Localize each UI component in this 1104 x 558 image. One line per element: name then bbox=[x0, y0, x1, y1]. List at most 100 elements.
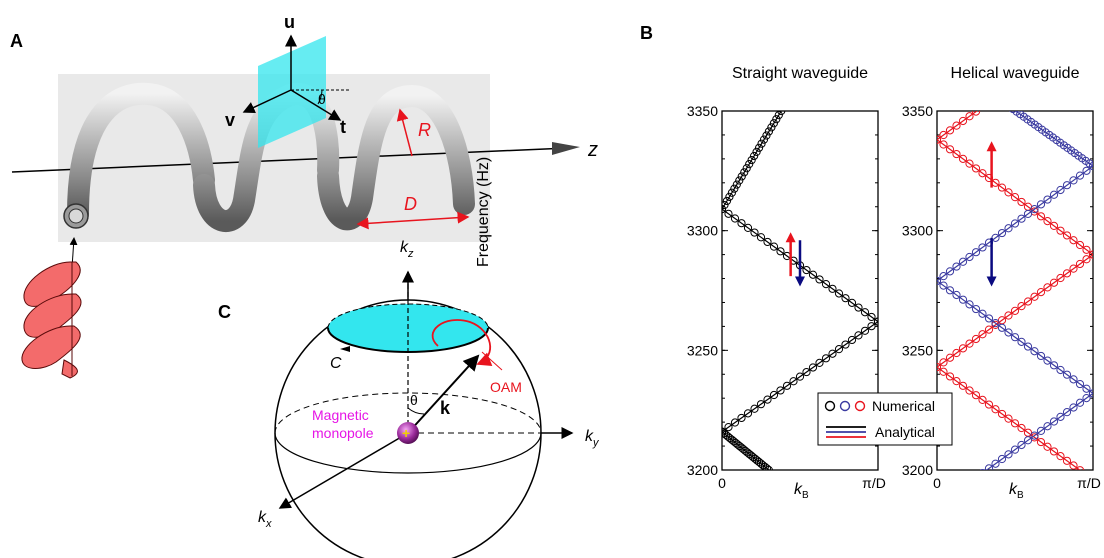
data-point bbox=[1010, 333, 1020, 342]
u-label: u bbox=[284, 12, 295, 32]
data-point bbox=[1062, 231, 1072, 240]
data-point bbox=[737, 219, 746, 228]
oam-leader bbox=[481, 351, 503, 371]
y-tick-label: 3200 bbox=[687, 462, 718, 478]
data-point bbox=[971, 304, 981, 314]
data-point bbox=[953, 488, 960, 495]
data-point bbox=[767, 123, 776, 132]
data-point bbox=[730, 418, 740, 427]
v-axis bbox=[242, 89, 292, 113]
data-point bbox=[1010, 219, 1020, 228]
panel-c: C C kz ky kx k θ OAM + Magnetic monopole bbox=[218, 239, 600, 558]
helical-waveguide-chart: Helical waveguide 3200 3250 3300 3350 0 π/D kB bbox=[902, 24, 1101, 501]
data-point bbox=[1005, 85, 1012, 92]
data-point bbox=[1062, 370, 1072, 379]
monopole-sphere bbox=[397, 422, 419, 444]
cap-direction-arrow bbox=[340, 346, 350, 352]
data-point bbox=[1070, 38, 1077, 45]
data-point bbox=[776, 386, 785, 395]
data-point bbox=[1023, 297, 1033, 306]
data-point bbox=[1043, 283, 1052, 292]
monopole-label-line2: monopole bbox=[312, 425, 374, 441]
data-point bbox=[1010, 445, 1020, 454]
data-point bbox=[1082, 245, 1091, 254]
x-axis-label: kB bbox=[1009, 481, 1024, 501]
data-point bbox=[978, 330, 987, 339]
data-point bbox=[1043, 195, 1052, 204]
data-point bbox=[764, 465, 773, 470]
down-arrow-icon bbox=[795, 276, 805, 287]
legend: Numerical Analytical bbox=[817, 392, 953, 446]
y-tick-label: 3250 bbox=[687, 342, 718, 358]
data-point bbox=[958, 295, 968, 304]
data-point bbox=[762, 464, 771, 470]
panel-a-label: A bbox=[10, 31, 23, 51]
data-point bbox=[1049, 447, 1059, 456]
data-point bbox=[1044, 56, 1051, 63]
data-point bbox=[984, 325, 994, 334]
data-point bbox=[759, 135, 769, 144]
data-point bbox=[952, 262, 961, 271]
y-axis-label-b: Frequency (Hz) bbox=[475, 157, 492, 267]
data-point bbox=[750, 151, 759, 161]
data-point bbox=[1075, 171, 1085, 180]
data-point bbox=[1069, 461, 1078, 470]
data-point bbox=[841, 340, 850, 349]
data-point bbox=[808, 363, 818, 372]
data-point bbox=[1050, 52, 1057, 59]
data-point bbox=[1004, 414, 1013, 423]
data-point bbox=[1089, 24, 1096, 31]
data-point bbox=[991, 405, 1000, 414]
data-point bbox=[971, 391, 981, 400]
pitch-label: D bbox=[404, 194, 417, 214]
data-point bbox=[754, 143, 764, 152]
data-point bbox=[828, 349, 837, 358]
kx-label: kx bbox=[258, 509, 272, 530]
data-point bbox=[945, 126, 955, 135]
y-tick-label: 3350 bbox=[687, 103, 718, 119]
x-axis-label: kB bbox=[794, 481, 809, 501]
dispersion-line bbox=[937, 280, 1093, 394]
data-point bbox=[764, 127, 774, 136]
data-point bbox=[958, 116, 968, 126]
data-point bbox=[1004, 450, 1013, 459]
y-tick-label: 3200 bbox=[902, 462, 933, 478]
data-point bbox=[782, 381, 792, 390]
v-label: v bbox=[225, 110, 235, 130]
data-point bbox=[1017, 423, 1026, 433]
data-point bbox=[971, 164, 981, 173]
data-point bbox=[1056, 412, 1065, 421]
data-region bbox=[937, 24, 1096, 495]
data-point bbox=[1075, 466, 1085, 470]
data-point bbox=[1017, 440, 1026, 450]
data-point bbox=[958, 257, 968, 266]
data-point bbox=[971, 248, 981, 257]
data-point bbox=[1057, 47, 1064, 54]
dispersion-line bbox=[722, 431, 770, 470]
data-point bbox=[1017, 197, 1026, 207]
data-point bbox=[742, 164, 751, 173]
data-point bbox=[750, 228, 759, 237]
data-point bbox=[1010, 419, 1020, 428]
data-point bbox=[945, 267, 955, 276]
data-point bbox=[1017, 302, 1026, 311]
legend-marker-blue bbox=[839, 400, 851, 412]
panel-b: B Frequency (Hz) Straight waveguide 3200 3… bbox=[475, 23, 1101, 501]
z-axis bbox=[11, 147, 569, 173]
ky-label: ky bbox=[585, 428, 600, 449]
data-point bbox=[1069, 403, 1078, 412]
data-point bbox=[762, 131, 771, 140]
data-point bbox=[724, 209, 733, 218]
data-point bbox=[978, 169, 987, 178]
data-point bbox=[984, 314, 994, 323]
monopole-label-line1: Magnetic bbox=[312, 407, 369, 423]
data-point bbox=[985, 99, 992, 106]
dispersion-line bbox=[937, 139, 1093, 256]
data-point bbox=[1049, 417, 1059, 426]
data-point bbox=[745, 160, 754, 169]
dispersion-line bbox=[1014, 111, 1093, 167]
data-point bbox=[952, 348, 961, 358]
equator-front bbox=[274, 432, 542, 474]
up-arrow-icon bbox=[986, 141, 997, 152]
data-point bbox=[939, 358, 948, 367]
